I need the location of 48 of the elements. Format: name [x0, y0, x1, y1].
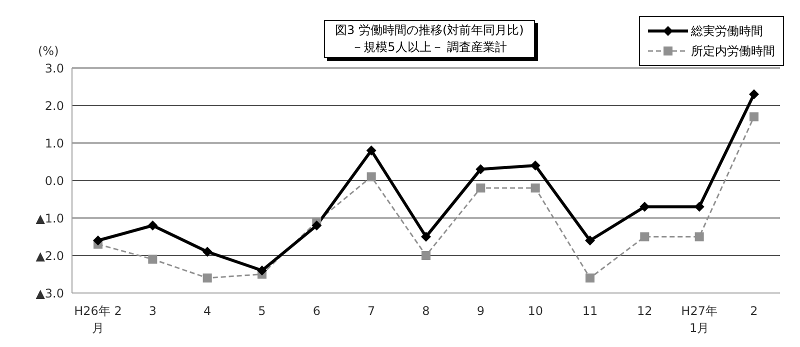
x-tick-label: 7: [368, 304, 376, 318]
x-tick-label: 5: [258, 304, 266, 318]
point: [476, 164, 486, 174]
point: [312, 220, 322, 230]
y-tick-label: 1.0: [44, 136, 64, 150]
x-tick-label: 12: [637, 304, 652, 318]
point: [366, 172, 376, 182]
point: [476, 184, 486, 192]
x-tick-label: 9: [476, 304, 484, 318]
point: [750, 112, 758, 122]
x-tick-label: 10: [528, 304, 543, 318]
x-tick-label: 2: [750, 304, 758, 318]
x-tick-label: 3: [148, 304, 156, 318]
legend-label: 総実労働時間: [691, 22, 763, 40]
y-tick-label: ▲3.0: [36, 286, 64, 300]
y-tick-label: ▲2.0: [36, 248, 64, 263]
point: [148, 254, 158, 264]
point: [694, 232, 704, 242]
point: [257, 266, 267, 276]
y-tick-label: 2.0: [44, 98, 64, 113]
point: [202, 246, 212, 257]
point: [148, 220, 158, 230]
point: [585, 236, 595, 246]
point: [421, 232, 431, 242]
y-tick-label: ▲1.0: [36, 211, 64, 226]
point: [202, 274, 212, 282]
point: [749, 89, 759, 100]
x-tick-label: 6: [312, 304, 320, 318]
y-tick-label: 0.0: [44, 174, 64, 188]
x-tick-label: 4: [204, 304, 212, 318]
x-tick-label: 8: [422, 304, 430, 318]
x-tick-label: 11: [582, 304, 598, 318]
point: [640, 232, 650, 242]
point: [530, 184, 540, 192]
y-axis-title: (%): [38, 44, 59, 58]
y-tick-label: 3.0: [44, 61, 64, 76]
point: [366, 146, 376, 156]
chart-subtitle: －規模5人以上－ 調査産業計: [350, 39, 508, 56]
point: [586, 274, 594, 282]
point: [93, 236, 103, 246]
point: [694, 202, 704, 212]
legend-label: 所定内労働時間: [691, 42, 775, 60]
x-tick-label: H26年 2 月: [74, 304, 122, 335]
point: [530, 160, 540, 170]
x-tick-label: H27年 1月: [681, 304, 718, 335]
point: [640, 202, 650, 212]
chart-title: 図3 労働時間の推移(対前年同月比): [335, 22, 524, 39]
point: [422, 251, 430, 260]
